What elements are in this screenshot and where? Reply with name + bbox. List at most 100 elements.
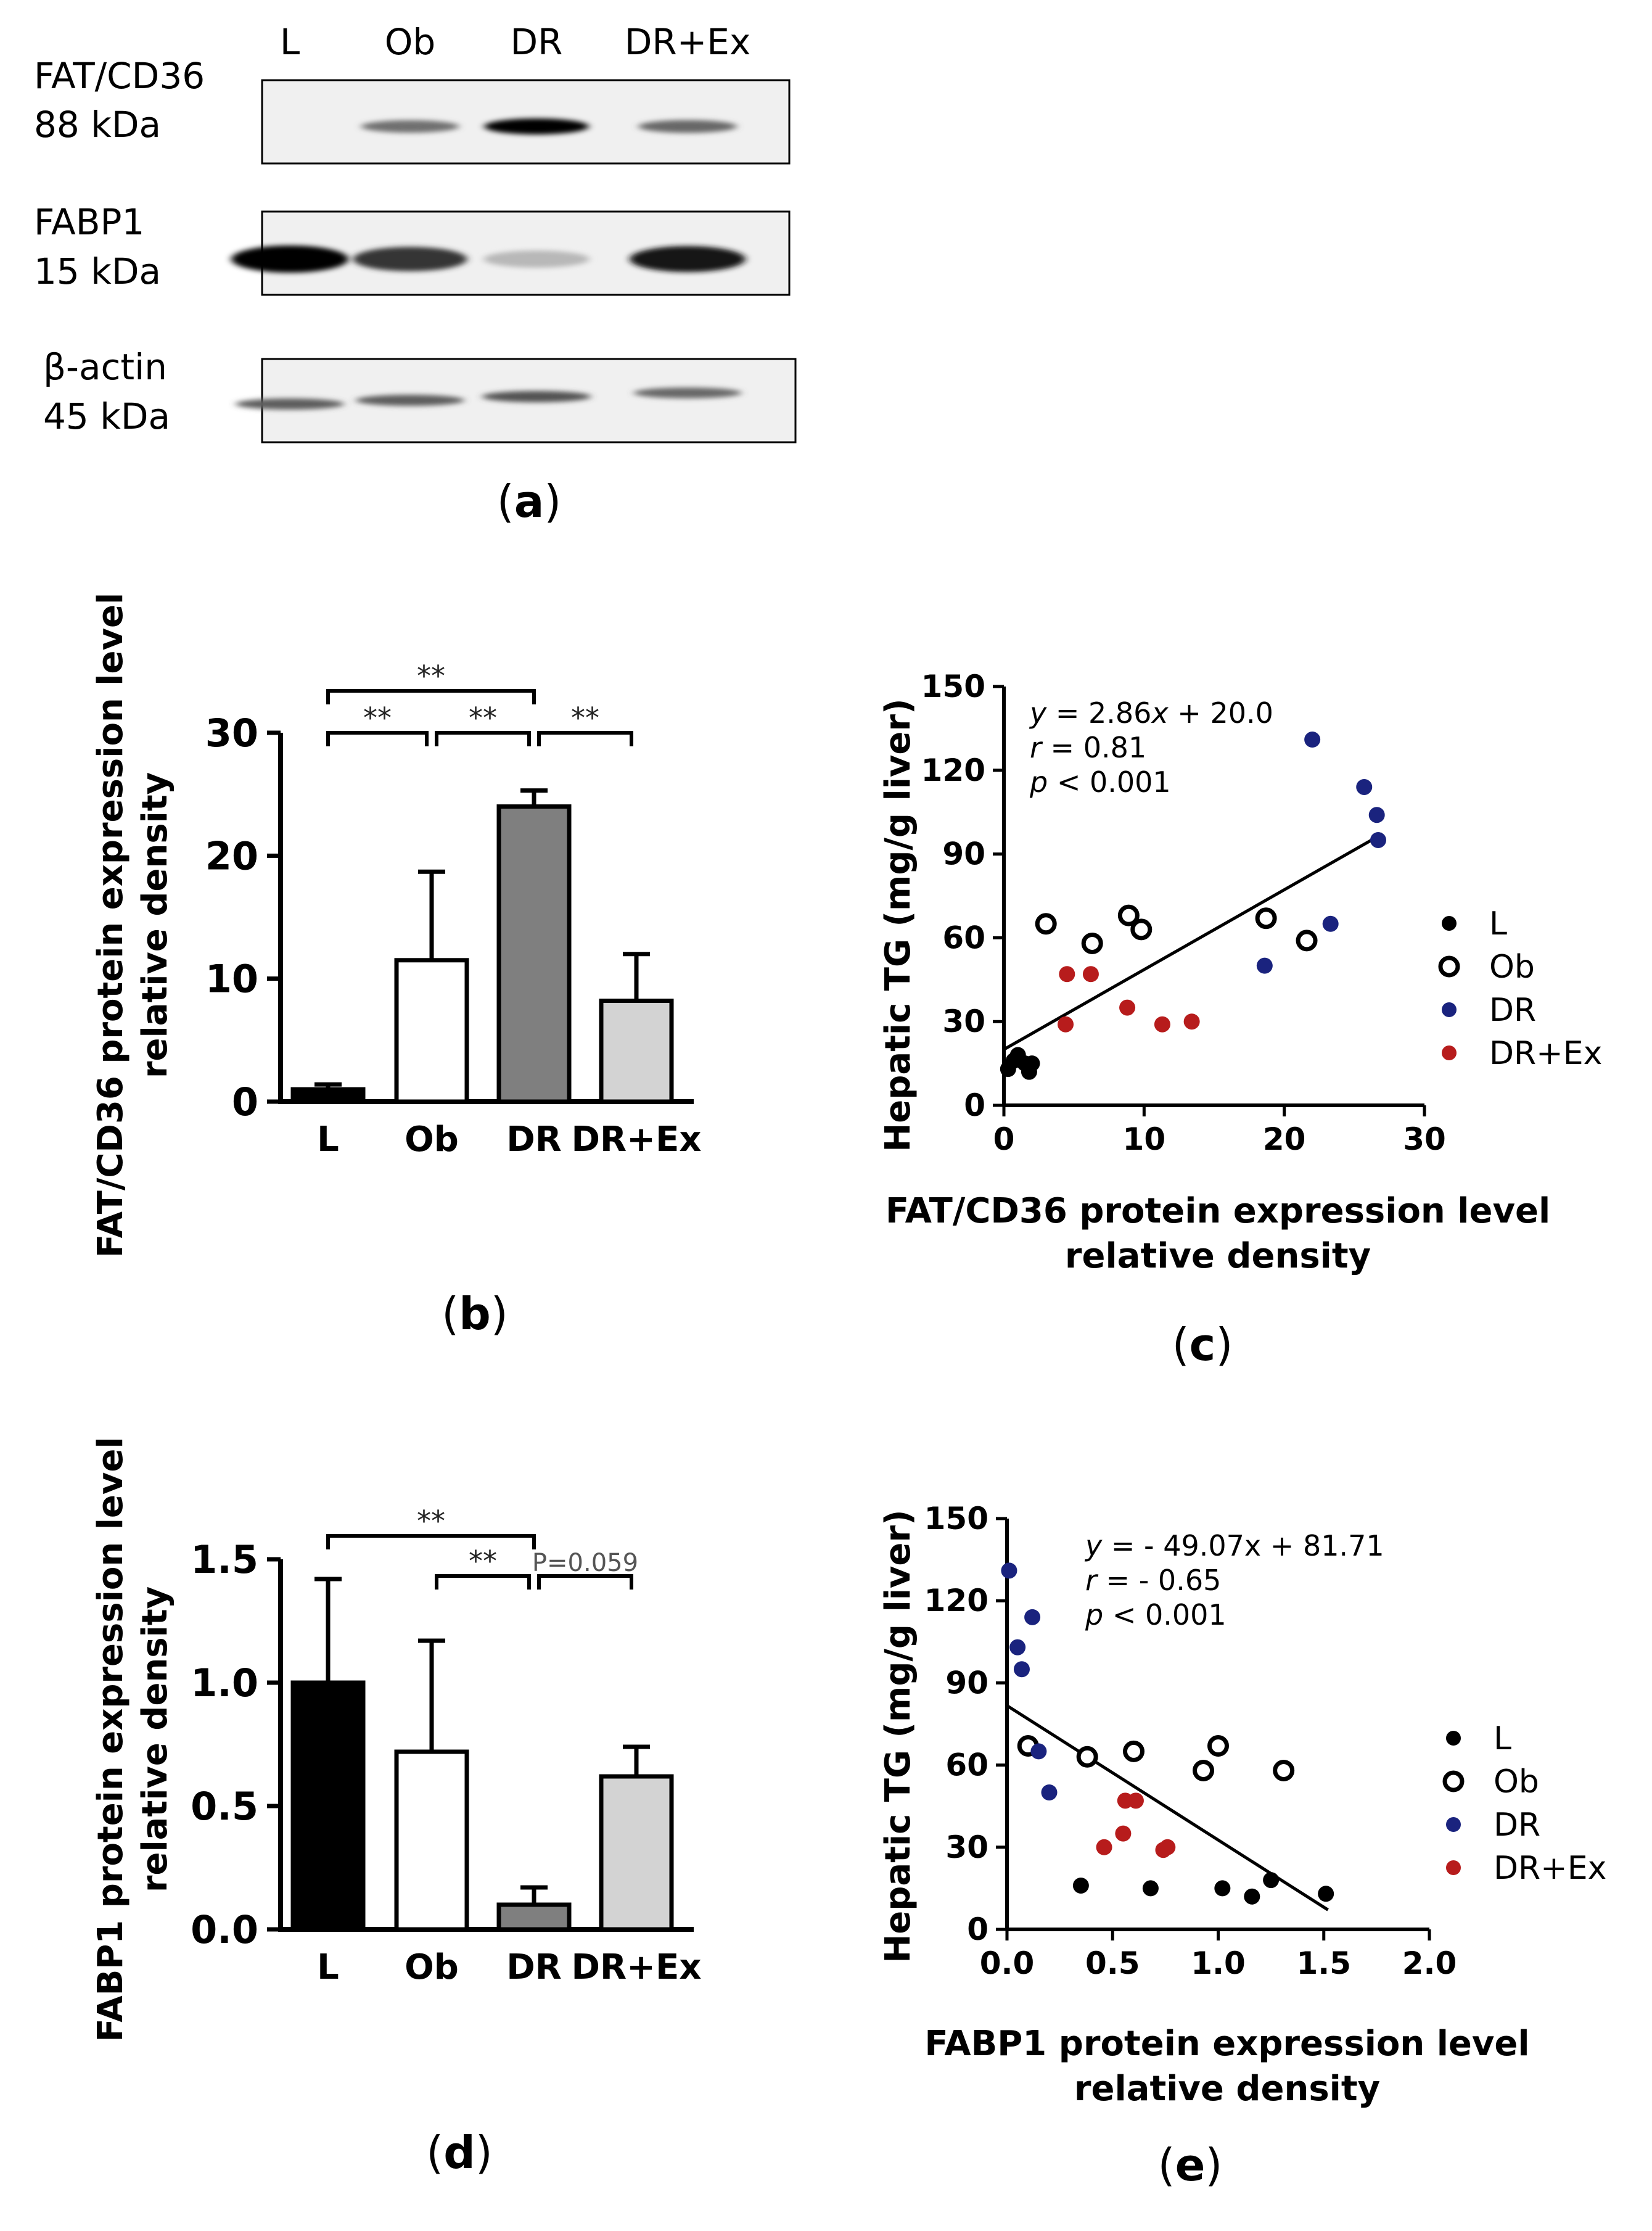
legend-marker — [1446, 1860, 1461, 1875]
panel-d-fabp1-bar-chart: FABP1 protein expression level relative … — [91, 1437, 701, 2179]
data-point — [1117, 904, 1140, 926]
y-axis-label: Hepatic TG (mg/g liver) — [878, 698, 918, 1152]
y-tick-label: 0 — [967, 1911, 988, 1947]
legend-marker — [1442, 1770, 1465, 1792]
data-point — [1183, 1013, 1200, 1030]
panel-e-fabp1-scatter: Hepatic TG (mg/g liver) FABP1 protein ex… — [878, 1501, 1606, 2191]
lane-labels: L Ob DR DR+Ex — [280, 21, 750, 63]
data-point — [1127, 1792, 1144, 1809]
bar — [496, 804, 572, 1104]
data-point — [1263, 1872, 1280, 1889]
significance-bracket — [435, 1574, 531, 1590]
y-axis-label-line2: relative density — [135, 772, 175, 1078]
x-tick-label: DR+Ex — [572, 1120, 702, 1160]
plot-area: 0 30 60 90 120 150 0.0 0.5 1.0 1.5 2.0 — [924, 1501, 1457, 1981]
x-tick-label: DR+Ex — [572, 1947, 702, 1987]
data-point — [1304, 732, 1321, 748]
significance-label: ** — [417, 659, 445, 693]
regression-equation: y = 2.86x + 20.0 — [1029, 696, 1273, 730]
data-point — [1013, 1661, 1030, 1678]
data-point — [1370, 831, 1386, 848]
y-tick-label: 30 — [945, 1829, 988, 1865]
x-tick-label: 30 — [1403, 1121, 1446, 1157]
y-tick-label: 30 — [205, 711, 258, 756]
y-tick-label: 60 — [945, 1747, 988, 1783]
y-axis-label-line1: FAT/CD36 protein expression level — [91, 593, 131, 1258]
panel-a-western-blot: L Ob DR DR+Ex FAT/CD36 88 kDa FABP1 15 k… — [34, 21, 797, 527]
data-point — [1154, 1016, 1170, 1033]
lane-label: DR+Ex — [625, 21, 751, 63]
significance-bracket — [537, 731, 633, 746]
legend: L Ob DR DR+Ex — [1442, 1720, 1606, 1887]
x-tick-label: 1.5 — [1296, 1945, 1351, 1981]
legend-label: DR+Ex — [1494, 1850, 1606, 1887]
legend-label: DR — [1494, 1807, 1540, 1844]
data-point — [1207, 1735, 1229, 1757]
data-point — [1130, 918, 1153, 941]
data-point — [1001, 1562, 1017, 1579]
bar — [290, 1087, 366, 1104]
lane-label: DR — [511, 21, 563, 63]
blot-band — [353, 247, 467, 271]
y-tick-label: 90 — [945, 1665, 988, 1701]
bar — [599, 999, 674, 1104]
x-tick-label: Ob — [405, 1120, 459, 1160]
y-axis-label: FAT/CD36 protein expression level relati… — [91, 593, 175, 1258]
plot-area: 0 30 60 90 120 150 0 10 20 30 — [921, 669, 1446, 1157]
y-tick-label: 30 — [942, 1004, 985, 1039]
blot-size-fabp1: 15 kDa — [34, 250, 161, 292]
regression-equation: y = - 49.07x + 81.71 — [1084, 1529, 1384, 1562]
data-point — [1059, 966, 1075, 983]
data-point — [1082, 966, 1099, 983]
x-tick-label: DR — [506, 1947, 562, 1987]
data-point — [1255, 907, 1277, 930]
blot-name-beta-actin: β-actin — [43, 346, 167, 388]
blot-size-beta-actin: 45 kDa — [43, 395, 170, 437]
x-axis-label-line2: relative density — [1065, 1236, 1371, 1276]
legend-marker — [1442, 1045, 1457, 1060]
caption-b: (b) — [442, 1288, 508, 1340]
legend-marker — [1438, 955, 1460, 978]
caption-d: (d) — [426, 2127, 493, 2179]
correlation-r: r = 0.81 — [1030, 731, 1146, 764]
data-point — [1318, 1886, 1334, 1902]
legend-label: DR — [1489, 992, 1536, 1029]
data-point — [1030, 1743, 1047, 1760]
x-tick-label: 0.0 — [980, 1945, 1035, 1981]
data-point — [1159, 1839, 1176, 1855]
bar — [290, 1680, 366, 1932]
data-point — [1356, 778, 1373, 795]
significance-label: ** — [469, 701, 497, 735]
data-point — [1142, 1880, 1159, 1897]
significance-label: ** — [469, 1544, 497, 1578]
x-tick-label: 1.0 — [1191, 1945, 1246, 1981]
y-tick-label: 20 — [205, 833, 258, 878]
caption-e: (e) — [1157, 2139, 1222, 2191]
x-tick-label: 0.5 — [1085, 1945, 1140, 1981]
data-point — [1058, 1016, 1074, 1033]
lane-label: L — [280, 21, 300, 63]
blot-band — [361, 120, 459, 133]
significance-bracket — [537, 1574, 633, 1590]
legend-marker — [1442, 1002, 1457, 1017]
blot-band — [236, 398, 344, 410]
blot-band — [483, 250, 590, 268]
data-point — [1273, 1759, 1295, 1781]
p-value: p < 0.001 — [1085, 1598, 1227, 1631]
data-point — [1193, 1759, 1215, 1781]
blot-band — [630, 245, 746, 273]
legend-label: L — [1494, 1720, 1511, 1757]
blot-band — [638, 120, 737, 133]
regression-annotation: y = - 49.07x + 81.71 r = - 0.65 p < 0.00… — [1084, 1529, 1384, 1631]
y-tick-label: 120 — [921, 753, 985, 788]
y-axis-label: Hepatic TG (mg/g liver) — [878, 1509, 918, 1963]
data-point — [1096, 1839, 1112, 1855]
y-tick-label: 90 — [942, 836, 985, 872]
lane-label: Ob — [385, 21, 435, 63]
data-point — [1244, 1888, 1260, 1905]
significance-label: ** — [363, 701, 392, 735]
blot-band — [484, 118, 589, 134]
x-tick-label: Ob — [405, 1947, 459, 1987]
legend-marker — [1442, 916, 1457, 931]
y-tick-label: 1.5 — [191, 1537, 258, 1582]
